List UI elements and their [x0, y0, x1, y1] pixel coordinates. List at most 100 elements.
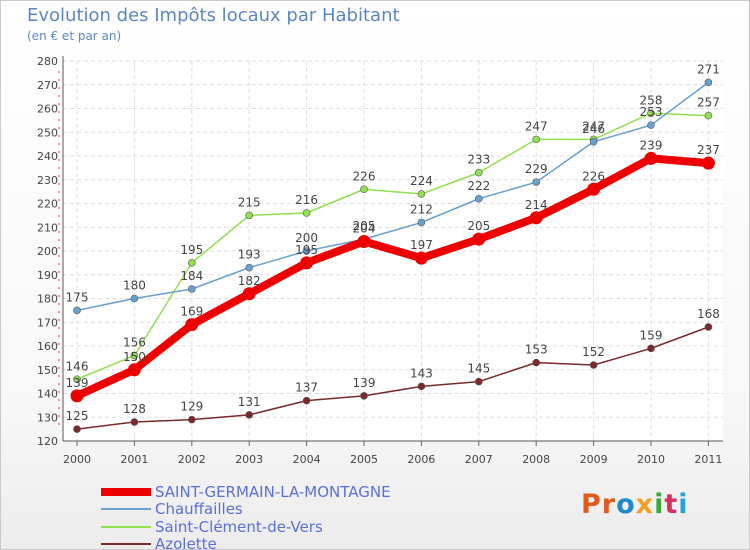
- data-point: [704, 78, 713, 87]
- data-label: 139: [353, 376, 376, 390]
- data-label: 226: [353, 169, 376, 183]
- data-point: [704, 323, 713, 331]
- data-label: 222: [467, 179, 490, 193]
- chart-legend: SAINT-GERMAIN-LA-MONTAGNE Chauffailles Sai…: [101, 482, 391, 549]
- data-point: [300, 256, 314, 270]
- y-tick-label: 150: [37, 364, 58, 377]
- x-tick-label: 2005: [350, 453, 378, 466]
- data-point: [414, 251, 428, 265]
- data-point: [701, 156, 715, 170]
- legend-item: Chauffailles: [101, 500, 391, 519]
- data-point: [188, 415, 196, 424]
- data-point: [130, 418, 139, 426]
- data-point: [302, 396, 311, 405]
- data-point: [302, 209, 311, 217]
- data-label: 128: [123, 402, 146, 416]
- data-label: 253: [640, 105, 663, 119]
- y-tick-label: 250: [37, 126, 58, 139]
- data-label: 152: [582, 345, 605, 359]
- data-label: 258: [640, 93, 663, 107]
- data-label: 139: [66, 376, 89, 390]
- x-tick-label: 2006: [407, 453, 435, 466]
- data-point: [130, 351, 139, 360]
- data-label: 180: [123, 279, 146, 293]
- data-point: [647, 109, 655, 118]
- data-label: 229: [525, 162, 548, 176]
- data-label: 257: [697, 96, 720, 110]
- y-tick-label: 130: [37, 411, 58, 424]
- chart-title: Evolution des Impôts locaux par Habitant: [27, 5, 400, 26]
- data-point: [647, 121, 655, 129]
- data-point: [704, 111, 713, 120]
- y-tick-label: 220: [37, 198, 58, 211]
- data-point: [532, 358, 541, 367]
- data-label: 159: [640, 328, 663, 342]
- data-point: [532, 135, 541, 144]
- data-label: 195: [180, 243, 203, 257]
- data-point: [245, 411, 253, 419]
- data-label: 205: [467, 219, 490, 233]
- data-point: [417, 190, 426, 198]
- series-line: [76, 112, 710, 380]
- y-tick-label: 260: [37, 103, 58, 116]
- x-tick-label: 2010: [637, 453, 665, 466]
- data-label: 271: [697, 62, 720, 76]
- y-tick-label: 120: [37, 435, 58, 448]
- data-point: [417, 382, 426, 391]
- legend-swatch: [101, 508, 151, 511]
- data-label: 143: [410, 366, 433, 380]
- data-label: 247: [525, 119, 548, 133]
- data-point: [73, 306, 81, 315]
- data-label: 125: [66, 409, 89, 423]
- data-point: [474, 168, 483, 177]
- data-label: 182: [238, 274, 261, 288]
- data-label: 129: [180, 400, 203, 414]
- legend-swatch: [101, 487, 151, 496]
- y-tick-label: 210: [37, 221, 58, 234]
- logo-part: i: [678, 489, 689, 520]
- data-label: 246: [582, 122, 605, 136]
- y-tick-label: 160: [37, 340, 58, 353]
- x-tick-label: 2001: [120, 453, 148, 466]
- data-label: 247: [582, 119, 605, 133]
- data-label: 153: [525, 343, 548, 357]
- data-point: [127, 363, 141, 377]
- data-label: 197: [410, 238, 433, 252]
- data-point: [644, 151, 658, 165]
- logo-part: o: [616, 489, 636, 520]
- data-label: 195: [295, 243, 318, 257]
- data-point: [245, 263, 253, 272]
- data-label: 204: [353, 222, 376, 236]
- x-tick-label: 2000: [63, 453, 91, 466]
- data-point: [589, 137, 598, 146]
- data-point: [188, 285, 196, 293]
- data-label: 156: [123, 336, 146, 350]
- data-label: 233: [467, 153, 490, 167]
- data-label: 216: [295, 193, 318, 207]
- line-chart: 120 130 140 150 160 170 180 190 200 210 220 230 240 2…: [37, 55, 723, 466]
- data-label: 184: [180, 269, 203, 283]
- x-tick-label: 2003: [235, 453, 263, 466]
- data-label: 224: [410, 174, 433, 188]
- data-point: [360, 185, 368, 194]
- data-point: [417, 218, 426, 227]
- data-point: [242, 287, 256, 301]
- legend-label: Chauffailles: [155, 500, 243, 519]
- x-tick-label: 2004: [293, 453, 321, 466]
- legend-label: SAINT-GERMAIN-LA-MONTAGNE: [155, 482, 391, 501]
- logo-part: t: [664, 489, 679, 520]
- data-point: [474, 194, 483, 203]
- y-tick-label: 180: [37, 293, 58, 306]
- data-point: [529, 211, 543, 225]
- series-line: [76, 81, 710, 312]
- x-tick-label: 2007: [465, 453, 493, 466]
- data-label: 214: [525, 198, 548, 212]
- data-label: 226: [582, 169, 605, 183]
- proxiti-logo: Proxiti: [581, 489, 689, 520]
- data-label: 146: [66, 359, 89, 373]
- data-label: 193: [238, 248, 261, 262]
- series-line: [76, 326, 710, 430]
- data-label: 237: [697, 143, 720, 157]
- y-tick-label: 240: [37, 150, 58, 163]
